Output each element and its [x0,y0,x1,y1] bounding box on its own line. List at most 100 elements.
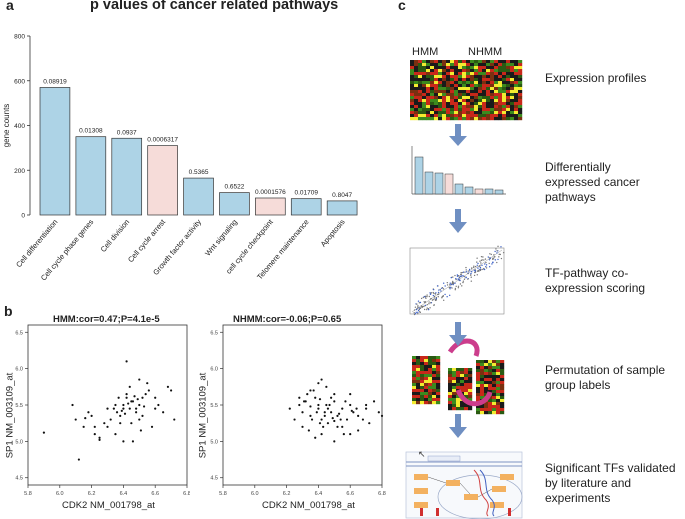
heatmap-cell [478,117,483,121]
heatmap-cell [454,96,459,100]
thumbnail-point [485,265,487,268]
heatmap-cell [456,386,461,390]
heatmap-cell [418,60,423,64]
heatmap-cell [494,102,499,106]
heatmap-label-nhmm: NHMM [468,46,503,58]
heatmap-cell [488,360,493,364]
heatmap-cell [484,384,489,388]
heatmap-cell [480,411,485,415]
heatmap-cell [436,389,441,393]
heatmap-cell [446,105,451,109]
heatmap-cell [424,374,429,378]
heatmap-cell [458,69,463,73]
heatmap-cell [422,72,427,76]
heatmap-cell [430,87,435,91]
heatmap-cell [474,84,479,88]
heatmap-cell [496,408,501,412]
heatmap-cell [470,99,475,103]
heatmap-cell [462,117,467,121]
heatmap-cell [486,114,491,118]
thumbnail-point [454,287,457,290]
thumbnail-point [473,274,476,277]
thumbnail-point [435,297,438,300]
heatmap-cell [468,371,473,375]
thumbnail-point [485,264,488,266]
heatmap-cell [428,356,433,360]
heatmap-cell [466,114,471,118]
heatmap-cell [470,102,475,106]
heatmap-cell [442,96,447,100]
heatmap-cell [426,84,431,88]
heatmap-cell [460,404,465,408]
heatmap-cell [434,114,439,118]
heatmap-cell [456,374,461,378]
heatmap-cell [482,84,487,88]
thumbnail-point [417,309,420,312]
heatmap-cell [414,84,419,88]
heatmap-cell [478,114,483,118]
heatmap-cell [436,356,441,360]
heatmap-cell [418,114,423,118]
heatmap-cell [492,366,497,370]
heatmap-cell [494,99,499,103]
heatmap-cell [514,117,519,121]
heatmap-cell [488,411,493,415]
heatmap-cell [426,78,431,82]
heatmap-cell [502,69,507,73]
scatter-point [125,392,128,396]
heatmap-cell [412,395,417,399]
y-tick-label: 5.5 [210,403,218,409]
thumbnail-point [492,258,495,260]
thumbnail-point [483,259,485,261]
heatmap-cell [470,111,475,115]
heatmap-cell [414,93,419,97]
heatmap-cell [500,381,505,385]
heatmap-cell [494,90,499,94]
heatmap-cell [454,108,459,112]
scatter-point [380,414,384,418]
heatmap-cell [432,380,437,384]
thumbnail-point [481,264,483,267]
heatmap-cell [484,363,489,367]
heatmap-cell [426,81,431,85]
heatmap-cell [446,72,451,76]
heatmap-cell [432,398,437,402]
heatmap-cell [458,93,463,97]
heatmap-cell [478,93,483,97]
scatter-point [106,407,109,410]
scatter-point [372,400,376,403]
heatmap-cell [450,87,455,91]
heatmap-cell [476,360,481,364]
scatter-point [93,432,96,436]
heatmap-cell [470,117,475,121]
heatmap-cell [462,99,467,103]
heatmap-cell [422,75,427,79]
scatter-point [357,429,360,432]
heatmap-cell [490,96,495,100]
thumbnail-point [418,308,421,311]
scatter-point [298,403,301,407]
thumbnail-point [432,298,434,301]
scatter-point [117,396,120,399]
thumbnail-point [416,307,418,310]
heatmap-cell [462,93,467,97]
heatmap-cell [434,111,439,115]
heatmap-cell [486,63,491,67]
heatmap-cell [462,105,467,109]
heatmap-cell [460,377,465,381]
scatter-point [302,400,306,403]
heatmap-cell [462,72,467,76]
heatmap-cell [436,401,441,405]
heatmap-cell [448,377,453,381]
heatmap-cell [438,63,443,67]
heatmap-cell [458,87,463,91]
heatmap-cell [496,399,501,403]
heatmap-cell [436,386,441,390]
heatmap-cell [482,90,487,94]
heatmap-cell [492,387,497,391]
heatmap-cell [514,75,519,79]
scatter-point [125,360,128,363]
thumbnail-point [426,307,428,309]
heatmap-cell [442,87,447,91]
heatmap-cell [434,63,439,67]
